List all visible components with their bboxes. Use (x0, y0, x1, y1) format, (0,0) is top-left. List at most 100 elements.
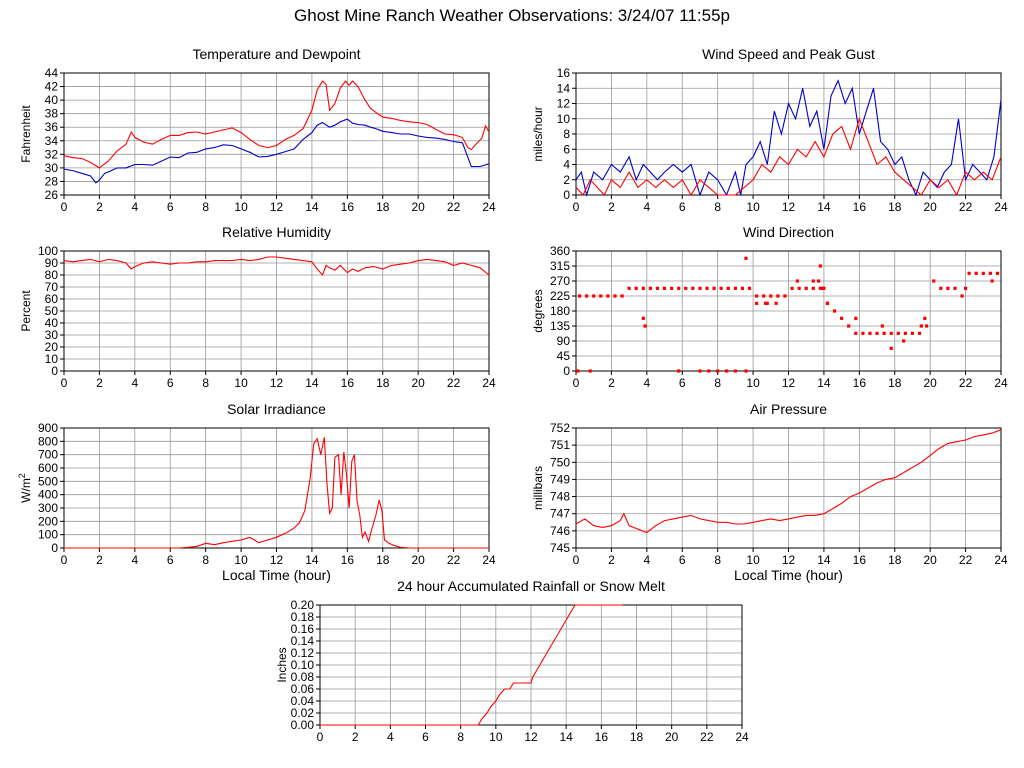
y-tick-label: 10 (45, 352, 59, 366)
data-point (762, 294, 766, 298)
data-point (719, 286, 723, 290)
data-point (939, 286, 943, 290)
y-tick-label: 0.18 (291, 610, 315, 624)
y-tick-label: 40 (45, 93, 59, 107)
y-tick-label: 90 (45, 256, 59, 270)
data-point (868, 331, 872, 335)
data-point (705, 286, 709, 290)
x-tick-label: 0 (573, 200, 580, 214)
x-axis-label: Local Time (hour) (734, 567, 843, 583)
x-tick-label: 14 (817, 376, 831, 390)
y-tick-label: 0.16 (291, 622, 315, 636)
y-tick-label: 90 (557, 334, 571, 348)
x-tick-label: 22 (959, 200, 973, 214)
x-tick-label: 2 (608, 200, 615, 214)
data-point (923, 316, 927, 320)
data-point (932, 279, 936, 283)
data-point (797, 286, 801, 290)
data-point (627, 286, 631, 290)
y-axis-label: Percent (19, 290, 33, 332)
data-point (712, 286, 716, 290)
data-point (744, 369, 748, 373)
series-line-1 (575, 429, 1002, 534)
y-tick-label: 0.02 (291, 706, 315, 720)
data-point (726, 286, 730, 290)
data-point (822, 286, 826, 290)
y-tick-label: 10 (557, 112, 571, 126)
data-point (840, 316, 844, 320)
plot-frame (575, 250, 1002, 372)
x-tick-label: 10 (234, 376, 248, 390)
x-tick-label: 4 (387, 730, 394, 744)
data-point (588, 369, 592, 373)
y-axis-label: W/m2 (17, 473, 33, 503)
x-tick-label: 18 (376, 376, 390, 390)
y-tick-label: 30 (45, 161, 59, 175)
series-line-2 (575, 117, 1002, 197)
y-tick-label: 60 (45, 292, 59, 306)
y-tick-label: 50 (45, 304, 59, 318)
y-tick-label: 16 (557, 66, 571, 80)
data-point (755, 301, 759, 305)
chart-title: Temperature and Dewpoint (192, 46, 360, 62)
y-tick-label: 0.14 (291, 634, 315, 648)
y-tick-label: 180 (550, 304, 570, 318)
data-point (774, 301, 778, 305)
x-tick-label: 16 (853, 376, 867, 390)
data-point (769, 294, 773, 298)
data-point (606, 294, 610, 298)
chart-title: Wind Speed and Peak Gust (702, 46, 875, 62)
data-point (811, 286, 815, 290)
page-title: Ghost Mine Ranch Weather Observations: 3… (294, 6, 730, 25)
x-tick-label: 24 (994, 200, 1008, 214)
x-tick-label: 4 (131, 553, 138, 567)
x-tick-label: 14 (817, 553, 831, 567)
y-tick-label: 500 (38, 474, 58, 488)
x-tick-label: 0 (61, 200, 68, 214)
y-tick-label: 36 (45, 120, 59, 134)
data-point (641, 316, 645, 320)
y-tick-label: 0.00 (291, 718, 315, 732)
chart-title: 24 hour Accumulated Rainfall or Snow Mel… (397, 578, 665, 594)
data-point (790, 286, 794, 290)
data-point (620, 294, 624, 298)
y-tick-label: 44 (45, 66, 59, 80)
x-tick-label: 16 (853, 553, 867, 567)
x-tick-label: 6 (167, 553, 174, 567)
data-point (903, 331, 907, 335)
data-point (733, 286, 737, 290)
data-point (698, 369, 702, 373)
y-axis-label: degrees (531, 289, 545, 332)
x-tick-label: 2 (96, 200, 103, 214)
data-point (795, 279, 799, 283)
data-point (882, 331, 886, 335)
x-tick-label: 16 (595, 730, 609, 744)
x-tick-label: 4 (643, 553, 650, 567)
x-tick-label: 12 (270, 553, 284, 567)
x-tick-label: 22 (447, 200, 461, 214)
x-tick-label: 0 (61, 553, 68, 567)
data-point (707, 369, 711, 373)
x-tick-label: 0 (573, 376, 580, 390)
x-tick-label: 18 (376, 200, 390, 214)
y-tick-label: 0 (563, 364, 570, 378)
data-point (634, 286, 638, 290)
x-tick-label: 20 (665, 730, 679, 744)
x-tick-label: 24 (994, 376, 1008, 390)
y-tick-label: 0 (51, 541, 58, 555)
y-axis-label: Fahrenheit (19, 105, 33, 163)
y-tick-label: 0.08 (291, 670, 315, 684)
data-point (576, 369, 580, 373)
y-tick-label: 360 (550, 244, 570, 258)
data-point (765, 301, 769, 305)
y-tick-label: 749 (550, 472, 570, 486)
x-tick-label: 8 (202, 553, 209, 567)
data-point (917, 331, 922, 335)
x-tick-label: 6 (679, 376, 686, 390)
x-tick-label: 8 (714, 376, 721, 390)
y-tick-label: 0.10 (291, 658, 315, 672)
data-point (854, 316, 858, 320)
x-tick-label: 16 (341, 200, 355, 214)
data-point (592, 294, 596, 298)
